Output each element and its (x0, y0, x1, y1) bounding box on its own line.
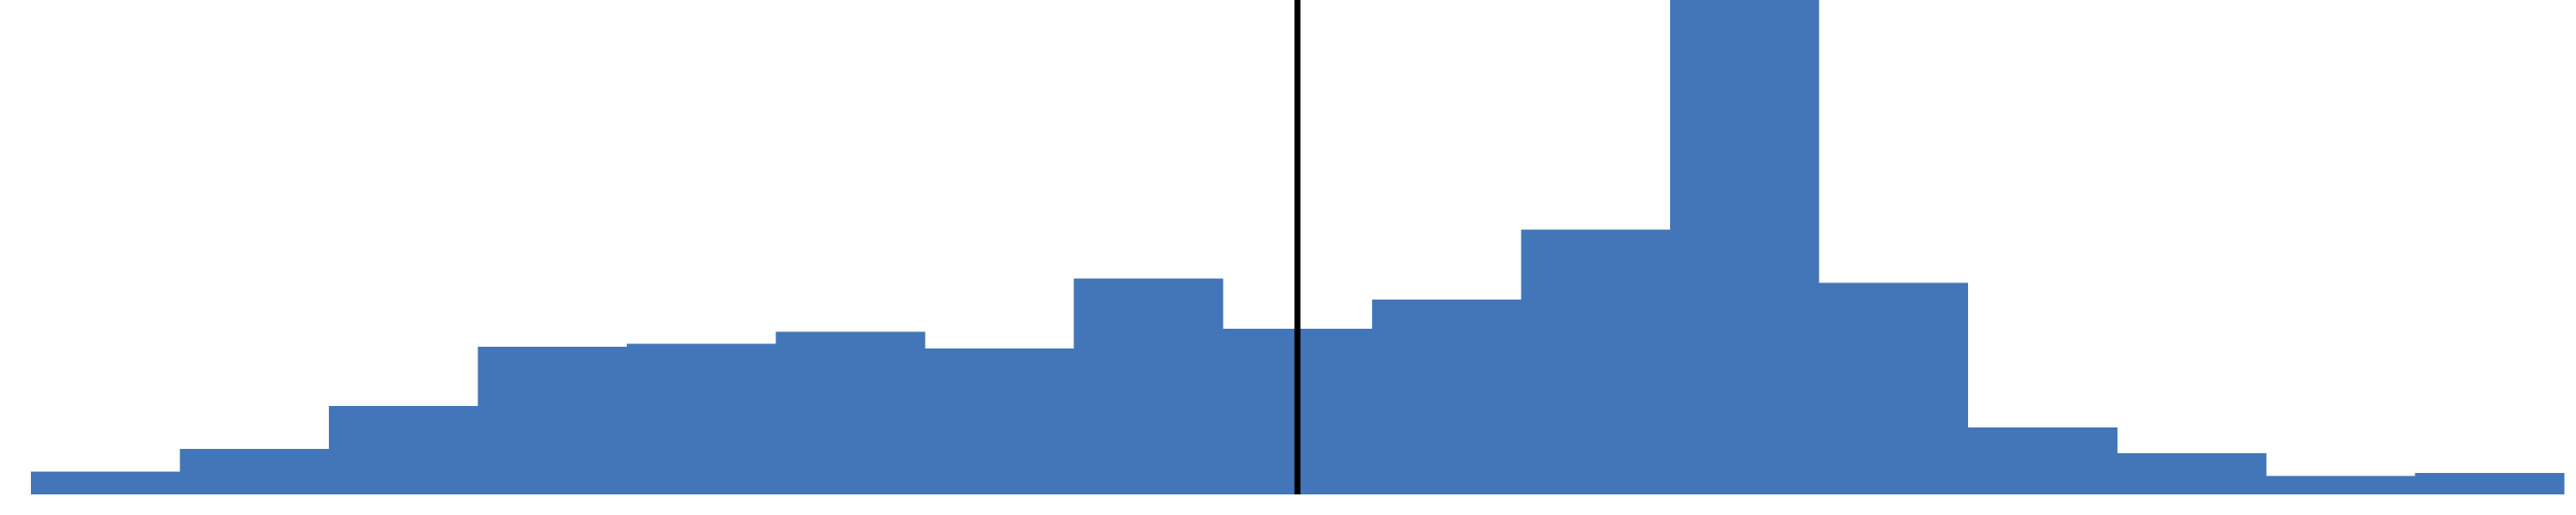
histogram-bar (775, 331, 926, 494)
histogram-bar (1073, 278, 1224, 494)
histogram-bar (1521, 229, 1671, 494)
histogram-bar (2265, 476, 2415, 494)
histogram-bar (627, 343, 776, 494)
histogram-bar (329, 406, 478, 494)
histogram-bar (477, 347, 628, 494)
histogram-bar (925, 348, 1075, 494)
histogram-bar (1819, 282, 1969, 494)
histogram-bar (1967, 427, 2117, 494)
histogram-bar (179, 448, 330, 494)
histogram-bar (2117, 453, 2267, 494)
histogram-bar (31, 471, 180, 494)
histogram-bar (1371, 300, 1522, 494)
histogram-bar (1669, 0, 1820, 494)
histogram-bars (31, 0, 2565, 494)
histogram-bar (2415, 473, 2565, 494)
